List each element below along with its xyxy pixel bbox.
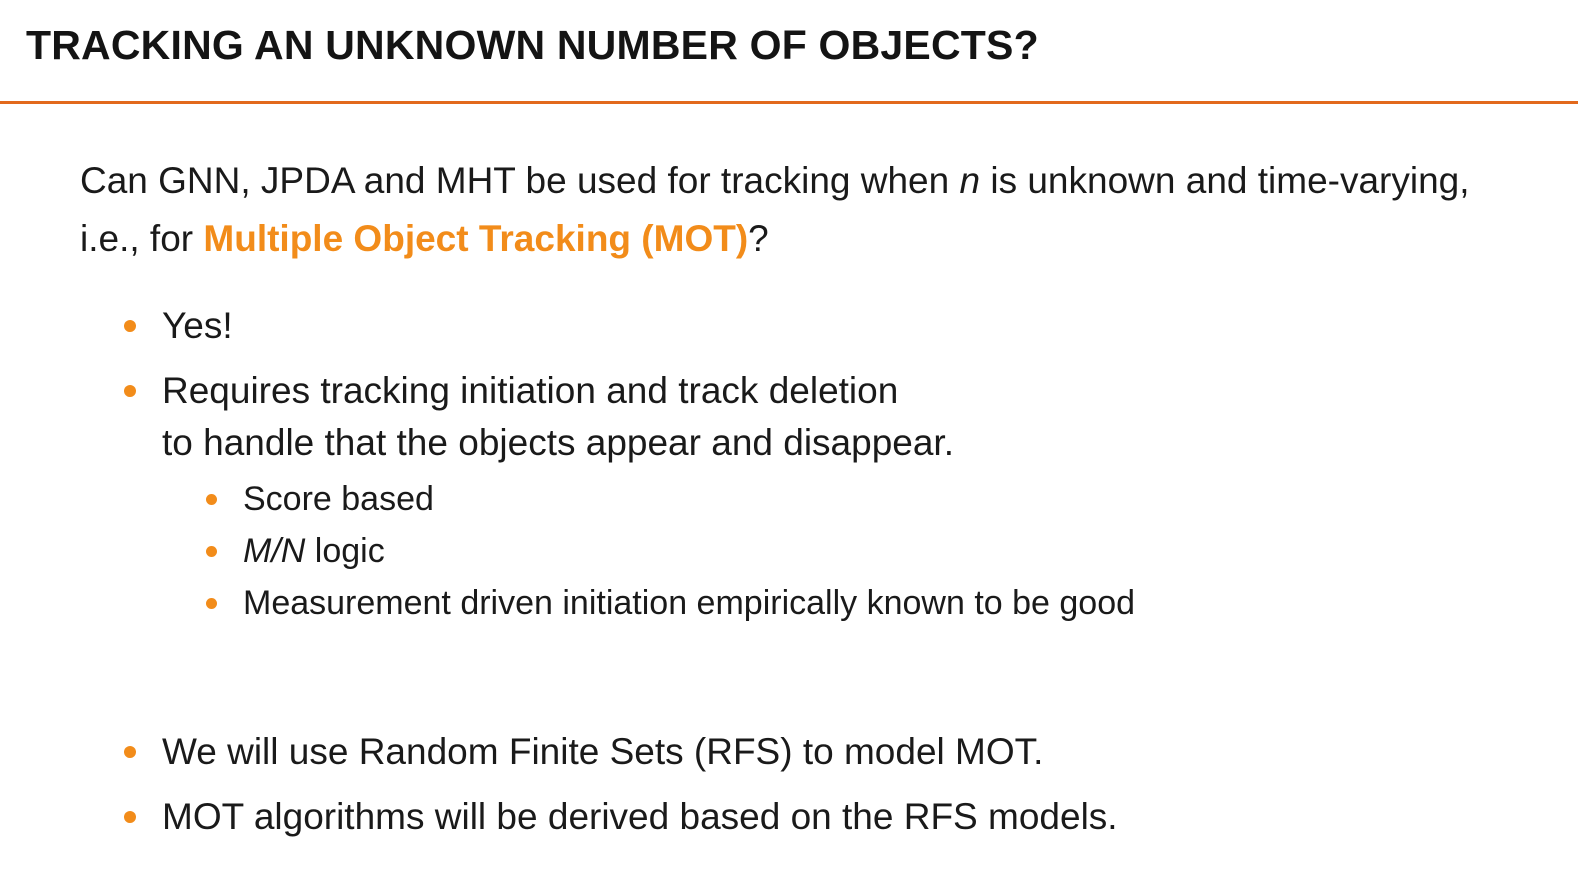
sub-bullet-text: Measurement driven initiation empiricall… bbox=[243, 584, 1136, 622]
sub-bullet-dot-icon bbox=[206, 494, 217, 505]
sub-bullet-dot-icon bbox=[206, 546, 217, 557]
bullet-yes: Yes! bbox=[124, 300, 233, 352]
bullet-dot-icon bbox=[124, 811, 136, 823]
title-divider bbox=[0, 101, 1578, 104]
sub-bullet-score-based: Score based bbox=[206, 473, 434, 525]
bullet-text: MOT algorithms will be derived based on … bbox=[162, 796, 1118, 837]
intro-text-part3: ? bbox=[748, 218, 769, 259]
bullet-track-initiation: Requires tracking initiation and track d… bbox=[124, 365, 954, 469]
bullet-dot-icon bbox=[124, 320, 136, 332]
bullet-rfs-model: We will use Random Finite Sets (RFS) to … bbox=[124, 726, 1044, 778]
bullet-text: Yes! bbox=[162, 305, 233, 346]
sub-bullet-measurement-driven: Measurement driven initiation empiricall… bbox=[206, 577, 1136, 629]
intro-variable-n: n bbox=[959, 160, 981, 201]
sub-bullet-text: Score based bbox=[243, 480, 434, 518]
intro-question: Can GNN, JPDA and MHT be used for tracki… bbox=[80, 152, 1520, 268]
sub-bullet-dot-icon bbox=[206, 598, 217, 609]
bullet-dot-icon bbox=[124, 746, 136, 758]
bullet-text: We will use Random Finite Sets (RFS) to … bbox=[162, 731, 1044, 772]
sub-bullet-mn-logic: M/N logic bbox=[206, 525, 385, 577]
bullet-text-line1: Requires tracking initiation and track d… bbox=[162, 370, 899, 411]
bullet-dot-icon bbox=[124, 385, 136, 397]
sub-bullet-math: M/N bbox=[243, 532, 306, 570]
bullet-mot-algorithms: MOT algorithms will be derived based on … bbox=[124, 791, 1118, 843]
bullet-text-line2: to handle that the objects appear and di… bbox=[162, 422, 954, 463]
mot-highlight: Multiple Object Tracking (MOT) bbox=[203, 218, 749, 259]
intro-text-part1: Can GNN, JPDA and MHT be used for tracki… bbox=[80, 160, 960, 201]
slide-title: TRACKING AN UNKNOWN NUMBER OF OBJECTS? bbox=[26, 22, 1039, 68]
intro-text-part2: is unknown and time-varying, i.e., for bbox=[80, 160, 1470, 259]
sub-bullet-text: logic bbox=[305, 532, 385, 570]
